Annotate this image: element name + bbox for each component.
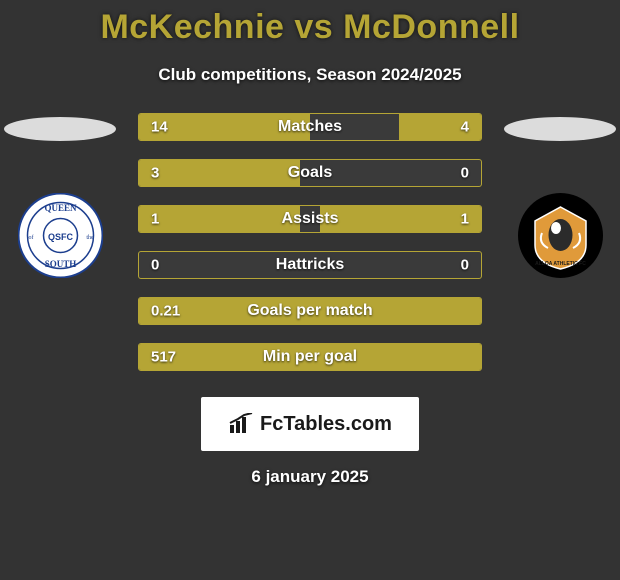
right-player-avatar — [504, 117, 616, 141]
stat-label: Min per goal — [263, 348, 357, 366]
svg-text:QUEEN: QUEEN — [44, 203, 77, 213]
stat-value-left: 0 — [151, 257, 159, 274]
fctables-logo-icon — [228, 413, 256, 435]
stat-value-right: 4 — [461, 119, 469, 136]
stat-row: 0 Hattricks 0 — [138, 251, 482, 279]
stat-label: Assists — [282, 210, 339, 228]
alloa-athletic-crest-icon: ALLOA ATHLETIC FC — [518, 193, 603, 278]
svg-text:SOUTH: SOUTH — [44, 259, 76, 269]
stat-value-left: 3 — [151, 165, 159, 182]
branding-badge[interactable]: FcTables.com — [201, 397, 419, 451]
stat-label: Matches — [278, 118, 342, 136]
stat-value-left: 1 — [151, 211, 159, 228]
stat-value-right: 0 — [461, 257, 469, 274]
stat-row: 1 Assists 1 — [138, 205, 482, 233]
stat-value-right: 0 — [461, 165, 469, 182]
stat-label: Hattricks — [276, 256, 344, 274]
stat-row: 3 Goals 0 — [138, 159, 482, 187]
stat-bar-left — [139, 206, 300, 232]
svg-text:of: of — [28, 234, 33, 241]
stat-label: Goals — [288, 164, 332, 182]
stat-row: 0.21 Goals per match — [138, 297, 482, 325]
svg-text:ALLOA ATHLETIC FC: ALLOA ATHLETIC FC — [535, 261, 586, 267]
date-label: 6 january 2025 — [0, 467, 620, 487]
stat-value-left: 517 — [151, 349, 176, 366]
stat-value-left: 14 — [151, 119, 168, 136]
stat-label: Goals per match — [247, 302, 372, 320]
page-title: McKechnie vs McDonnell — [0, 8, 620, 47]
svg-text:QSFC: QSFC — [47, 232, 73, 242]
right-club-badge: ALLOA ATHLETIC FC — [518, 193, 603, 278]
left-club-badge: QUEEN SOUTH of the QSFC — [18, 193, 103, 278]
comparison-card: McKechnie vs McDonnell Club competitions… — [0, 0, 620, 487]
stat-row: 14 Matches 4 — [138, 113, 482, 141]
stat-value-right: 1 — [461, 211, 469, 228]
left-side-column: QUEEN SOUTH of the QSFC — [0, 113, 120, 278]
main-row: QUEEN SOUTH of the QSFC 14 Matches 4 3 Goals… — [0, 113, 620, 389]
stat-bar-right — [320, 206, 481, 232]
branding-label: FcTables.com — [260, 413, 392, 436]
stat-value-left: 0.21 — [151, 303, 180, 320]
stats-bars-column: 14 Matches 4 3 Goals 0 1 Assists 1 0 Hattricks 0 0.2… — [120, 113, 500, 389]
svg-text:the: the — [86, 235, 94, 241]
queen-of-the-south-crest-icon: QUEEN SOUTH of the QSFC — [18, 193, 103, 278]
right-side-column: ALLOA ATHLETIC FC — [500, 113, 620, 278]
subtitle: Club competitions, Season 2024/2025 — [0, 65, 620, 85]
left-player-avatar — [4, 117, 116, 141]
stat-row: 517 Min per goal — [138, 343, 482, 371]
stat-bar-left — [139, 160, 300, 186]
